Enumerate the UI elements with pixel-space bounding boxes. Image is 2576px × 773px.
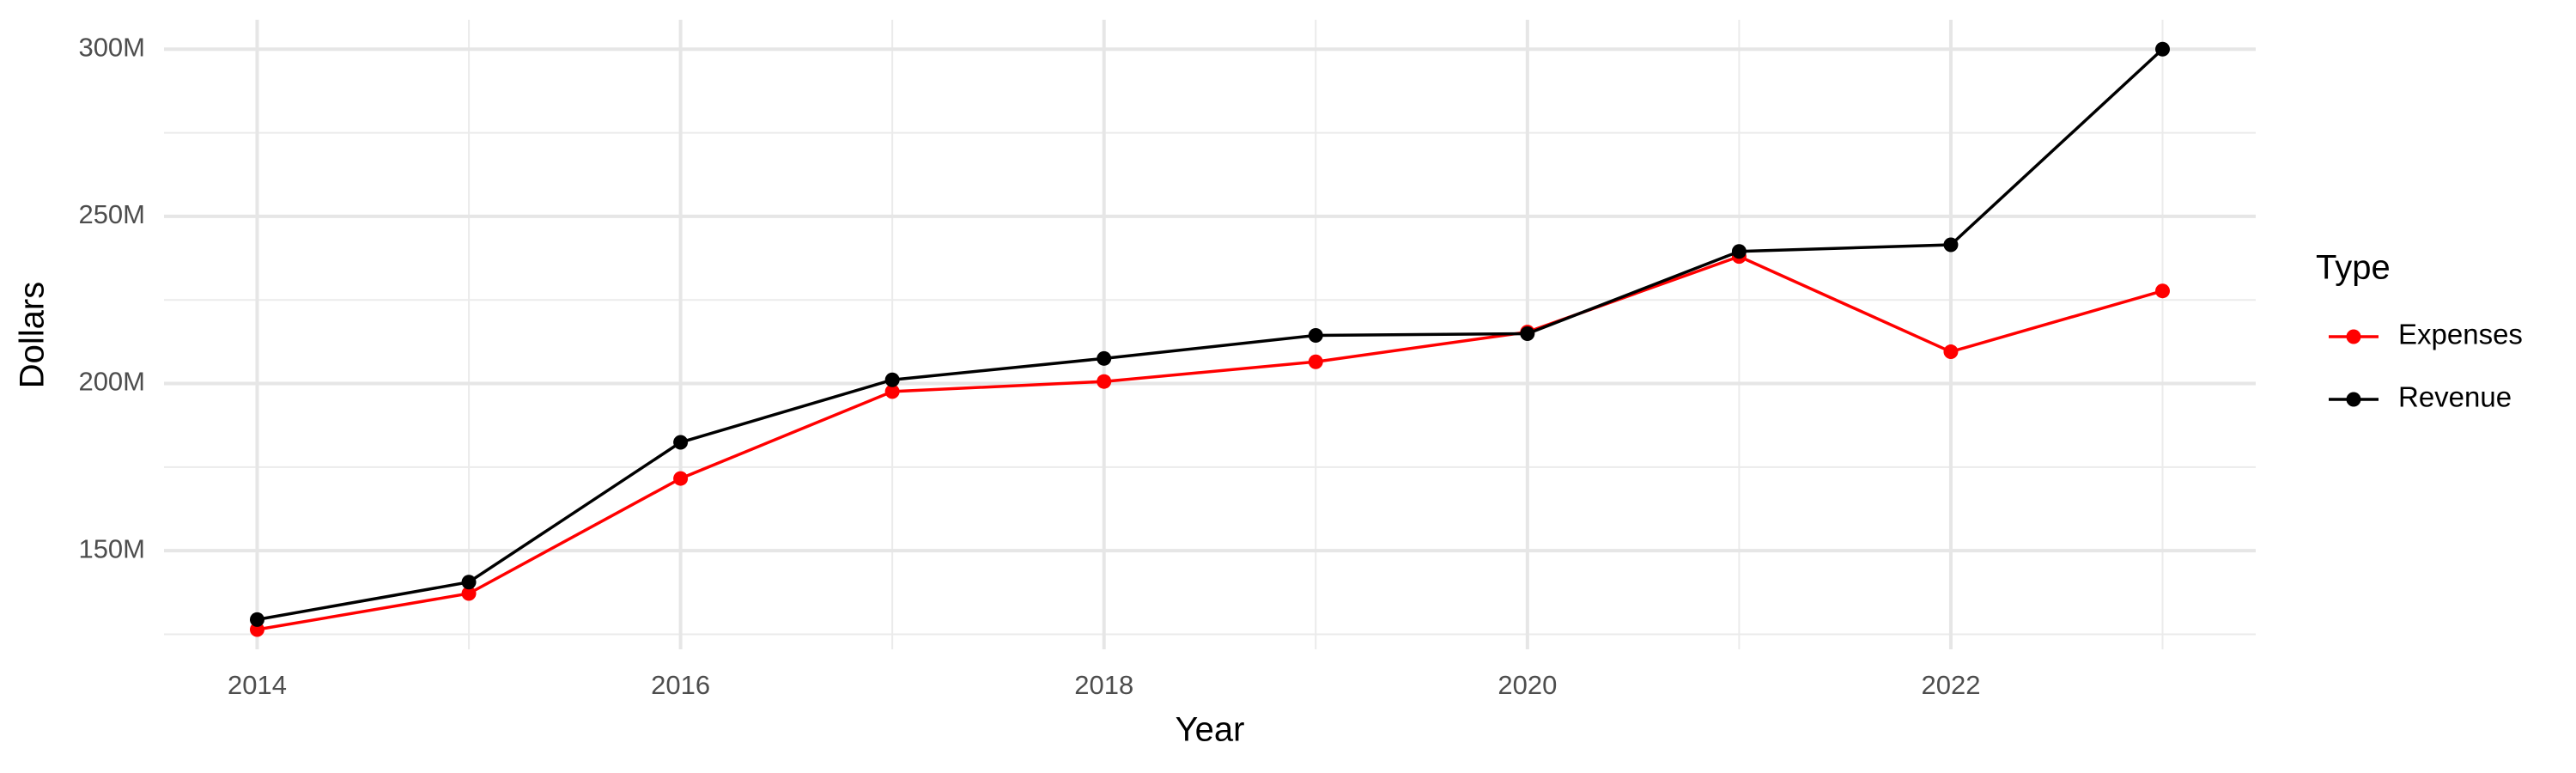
y-tick-label: 150M: [78, 533, 145, 563]
legend-key-point: [2346, 329, 2361, 344]
point: [1943, 344, 1959, 360]
legend-label: Revenue: [2398, 381, 2512, 413]
x-tick-label: 2014: [228, 670, 287, 700]
point: [1097, 350, 1112, 366]
x-tick-label: 2022: [1921, 670, 1980, 700]
point: [2155, 283, 2171, 299]
point: [1308, 327, 1323, 343]
point: [249, 612, 264, 627]
x-tick-label: 2016: [651, 670, 710, 700]
y-axis-title: Dollars: [14, 282, 52, 388]
point: [884, 384, 900, 399]
point: [1097, 374, 1112, 389]
point: [673, 471, 689, 486]
y-tick-label: 200M: [78, 367, 145, 397]
point: [1520, 326, 1535, 342]
legend-label: Expenses: [2398, 319, 2523, 350]
x-tick-label: 2018: [1074, 670, 1133, 700]
point: [1308, 354, 1323, 369]
point: [884, 372, 900, 387]
point: [1731, 244, 1747, 259]
point: [2155, 41, 2171, 57]
x-axis-title: Year: [1176, 711, 1245, 749]
point: [461, 586, 477, 601]
point: [673, 435, 689, 450]
line: [257, 47, 2164, 622]
point: [1943, 237, 1959, 253]
point: [249, 622, 264, 637]
legend-key-point: [2346, 392, 2361, 407]
legend-title: Type: [2316, 249, 2391, 287]
y-tick-label: 250M: [78, 199, 145, 229]
x-tick-label: 2020: [1498, 670, 1557, 700]
point: [461, 575, 477, 590]
line: [257, 254, 2163, 631]
y-tick-label: 300M: [78, 32, 145, 62]
